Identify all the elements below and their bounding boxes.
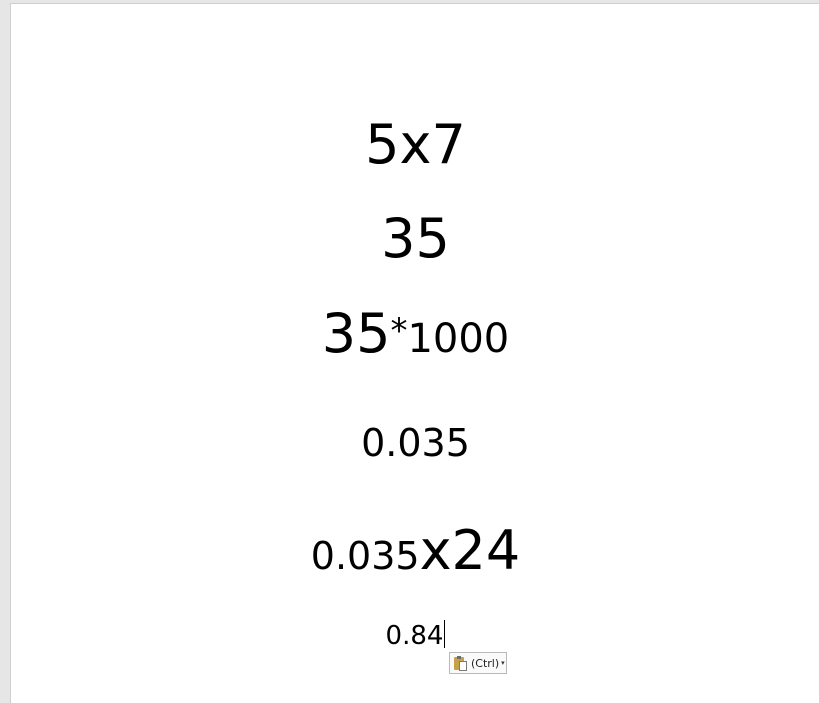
text-line-1[interactable]: 5x7 <box>11 118 819 172</box>
text-line-6[interactable]: 0.84 <box>11 620 819 649</box>
text-cursor <box>444 620 446 648</box>
line-3-base[interactable]: 35 <box>321 302 391 365</box>
line-3-star[interactable]: * <box>390 311 408 351</box>
clipboard-icon <box>454 655 468 671</box>
line-5-multiplier[interactable]: x24 <box>419 519 521 582</box>
line-6-text[interactable]: 0.84 <box>385 621 444 651</box>
chevron-down-icon: ▾ <box>501 659 505 667</box>
paste-options-button[interactable]: (Ctrl) ▾ <box>449 652 507 674</box>
text-line-5[interactable]: 0.035x24 <box>11 524 819 578</box>
text-line-4[interactable]: 0.035 <box>11 424 819 462</box>
paste-options-label: (Ctrl) <box>471 656 500 670</box>
line-5-base[interactable]: 0.035 <box>310 534 420 578</box>
line-4-text[interactable]: 0.035 <box>361 421 470 465</box>
line-3-multiplier[interactable]: 1000 <box>407 316 510 362</box>
document-page[interactable]: 5x7 35 35*1000 0.035 0.035x24 0.84 (Ctrl… <box>10 3 819 703</box>
line-2-text[interactable]: 35 <box>381 207 450 270</box>
line-1-text[interactable]: 5x7 <box>365 113 466 176</box>
text-line-2[interactable]: 35 <box>11 212 819 266</box>
text-line-3[interactable]: 35*1000 <box>11 307 819 361</box>
